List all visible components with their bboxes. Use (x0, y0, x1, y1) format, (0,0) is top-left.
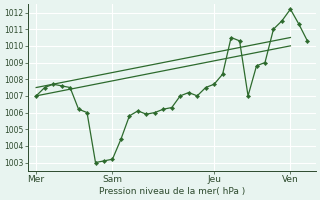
X-axis label: Pression niveau de la mer( hPa ): Pression niveau de la mer( hPa ) (99, 187, 245, 196)
